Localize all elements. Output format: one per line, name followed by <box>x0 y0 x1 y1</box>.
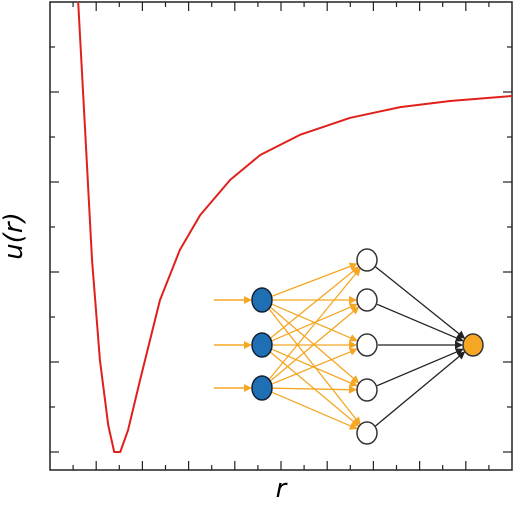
weight-arrow <box>272 262 358 297</box>
output-node <box>462 333 484 357</box>
weight-arrow <box>272 385 358 394</box>
weight-arrow <box>271 391 358 430</box>
y-axis-label: u(r) <box>0 212 29 259</box>
weight-arrow <box>270 266 360 339</box>
x-axis-label: r <box>276 474 289 504</box>
hidden-node <box>356 421 378 445</box>
input-node <box>251 287 273 313</box>
hidden-node <box>356 288 378 312</box>
plot-frame <box>49 1 513 471</box>
input-node <box>251 375 273 401</box>
output-arrow <box>375 266 466 339</box>
weight-arrow <box>271 348 358 387</box>
weight-arrow <box>271 348 358 385</box>
input-node <box>251 332 273 358</box>
weight-arrow <box>271 303 358 342</box>
weight-arrow <box>270 306 360 382</box>
weight-arrow <box>268 267 361 380</box>
hidden-node <box>356 333 378 357</box>
output-arrow <box>376 303 464 342</box>
hidden-node <box>356 248 378 272</box>
curve <box>77 1 513 453</box>
output-arrow <box>376 348 464 387</box>
neural-network-diagram <box>214 248 484 445</box>
output-arrow <box>375 351 466 427</box>
hidden-node <box>356 378 378 402</box>
